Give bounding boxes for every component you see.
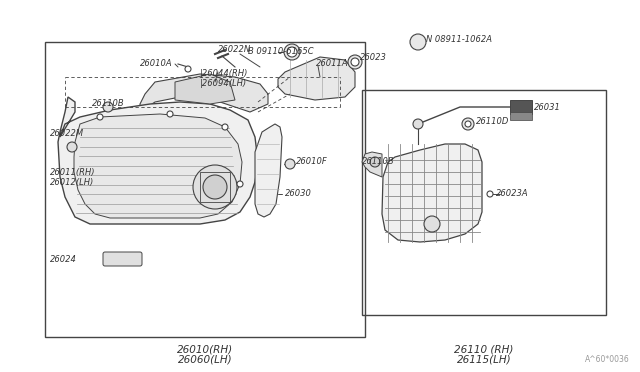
Bar xyxy=(510,112,532,120)
FancyBboxPatch shape xyxy=(103,252,142,266)
Text: 26023A: 26023A xyxy=(496,189,529,199)
Polygon shape xyxy=(175,74,235,104)
Text: 26010A: 26010A xyxy=(140,60,173,68)
Bar xyxy=(362,90,606,315)
Text: 26010(RH): 26010(RH) xyxy=(177,345,233,355)
Text: 26012(LH): 26012(LH) xyxy=(50,177,94,186)
Circle shape xyxy=(285,159,295,169)
Text: 26031: 26031 xyxy=(534,103,561,112)
Polygon shape xyxy=(278,57,355,100)
Circle shape xyxy=(222,124,228,130)
Polygon shape xyxy=(382,144,482,242)
Text: 26110B: 26110B xyxy=(92,99,125,109)
Circle shape xyxy=(167,111,173,117)
Text: 26110B: 26110B xyxy=(362,157,395,167)
Polygon shape xyxy=(74,114,242,218)
Bar xyxy=(200,172,230,202)
Text: |26044(RH): |26044(RH) xyxy=(200,70,248,78)
Text: N: N xyxy=(415,39,421,45)
Polygon shape xyxy=(362,152,382,177)
Text: 26023: 26023 xyxy=(360,52,387,61)
Text: 26110D: 26110D xyxy=(476,118,509,126)
Circle shape xyxy=(67,142,77,152)
Text: 26022M: 26022M xyxy=(50,129,84,138)
Text: 26060(LH): 26060(LH) xyxy=(178,355,232,365)
Text: 26030: 26030 xyxy=(285,189,312,199)
Circle shape xyxy=(424,216,440,232)
Text: 26110 (RH): 26110 (RH) xyxy=(454,345,514,355)
Text: B 09110-6165C: B 09110-6165C xyxy=(248,48,314,57)
Circle shape xyxy=(413,119,423,129)
Text: 26010F: 26010F xyxy=(296,157,328,167)
Text: N 08911-1062A: N 08911-1062A xyxy=(426,35,492,44)
Text: 26115(LH): 26115(LH) xyxy=(457,355,511,365)
Bar xyxy=(510,100,532,114)
Circle shape xyxy=(284,44,300,60)
Circle shape xyxy=(410,34,426,50)
Circle shape xyxy=(97,114,103,120)
Text: 26011(RH): 26011(RH) xyxy=(50,167,95,176)
Polygon shape xyxy=(140,74,268,112)
Circle shape xyxy=(370,157,380,167)
Circle shape xyxy=(351,58,359,66)
Circle shape xyxy=(185,66,191,72)
Circle shape xyxy=(462,118,474,130)
Polygon shape xyxy=(255,124,282,217)
Circle shape xyxy=(287,47,297,57)
Text: 26024: 26024 xyxy=(50,254,77,263)
Circle shape xyxy=(465,121,471,127)
Text: |26094(LH): |26094(LH) xyxy=(200,80,247,89)
Circle shape xyxy=(193,165,237,209)
Text: 26022N: 26022N xyxy=(218,45,251,54)
Circle shape xyxy=(203,175,227,199)
Circle shape xyxy=(103,102,113,112)
Circle shape xyxy=(348,55,362,69)
Bar xyxy=(45,42,365,337)
Polygon shape xyxy=(58,97,258,224)
Text: A^60*0036: A^60*0036 xyxy=(585,355,630,364)
Text: 26011A: 26011A xyxy=(316,60,349,68)
Circle shape xyxy=(487,191,493,197)
Circle shape xyxy=(237,181,243,187)
